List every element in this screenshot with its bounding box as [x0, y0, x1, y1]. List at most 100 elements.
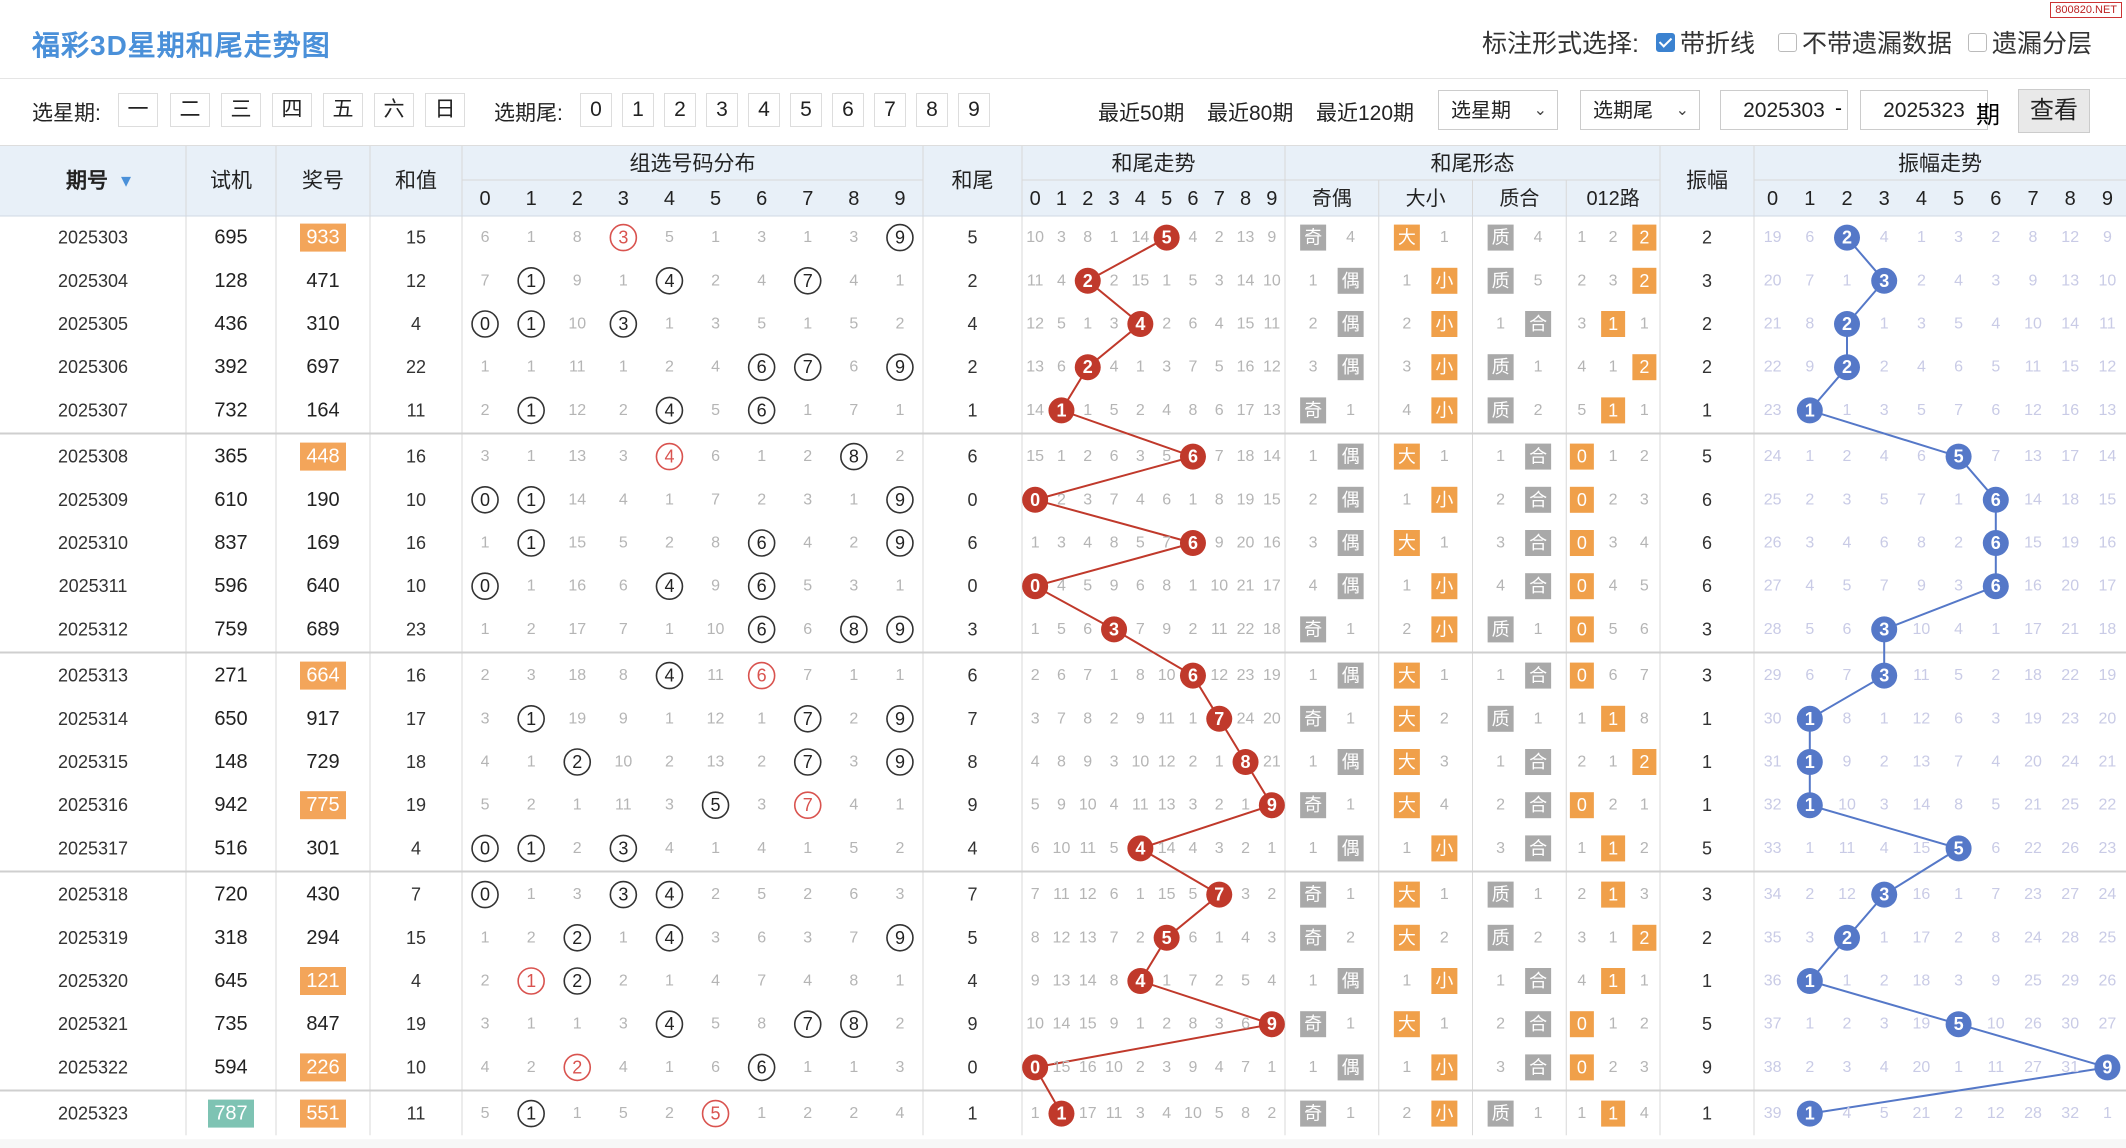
- weekday-button-2[interactable]: 二: [170, 93, 210, 127]
- distribution-cell: 4: [664, 666, 674, 686]
- page-header: 福彩3D星期和尾走势图 标注形式选择: 带折线 不带遗漏数据 遗漏分层: [0, 0, 2126, 79]
- tail-button-6[interactable]: 6: [832, 93, 864, 127]
- distribution-cell: 3: [711, 316, 720, 333]
- distribution-cell: 9: [895, 228, 905, 248]
- weekday-button-6[interactable]: 六: [374, 93, 414, 127]
- form-badge-label: 奇: [1304, 1104, 1322, 1124]
- weekday-button-5[interactable]: 五: [323, 93, 363, 127]
- weekday-button-4[interactable]: 四: [272, 93, 312, 127]
- amp-cell: 9: [1917, 578, 1926, 595]
- trend-cell: 6: [1057, 359, 1066, 376]
- distribution-ball: [471, 485, 499, 514]
- trend-cell: 13: [1263, 402, 1281, 419]
- tail-button-3[interactable]: 3: [706, 93, 738, 127]
- amp-cell: 16: [1913, 886, 1931, 903]
- trend-ball: [1074, 267, 1101, 294]
- trend-digit-header: 7: [1214, 188, 1225, 210]
- amp-cell: 21: [2099, 754, 2117, 771]
- trend-cell: 10: [1210, 578, 1228, 595]
- option-with-line[interactable]: 带折线: [1656, 24, 1755, 60]
- checkbox-with-line[interactable]: [1656, 32, 1675, 52]
- distribution-cell: 3: [618, 885, 628, 905]
- form-badge-label: 偶: [1342, 490, 1360, 510]
- form-badge: [1393, 662, 1420, 689]
- issue-header: 期号: [66, 170, 108, 193]
- tail-button-8[interactable]: 8: [916, 93, 948, 127]
- amp-ball: [1834, 354, 1860, 381]
- tail-button-5[interactable]: 5: [790, 93, 822, 127]
- amp-cell: 7: [1843, 667, 1852, 684]
- amp-cell: 35: [1764, 929, 1782, 946]
- weekday-button-7[interactable]: 日: [425, 93, 465, 127]
- form-badge: [1431, 573, 1458, 600]
- distribution-digit-header: 7: [802, 188, 813, 210]
- distribution-ball: [840, 615, 868, 644]
- amp-cell: 9: [2103, 229, 2112, 246]
- query-button[interactable]: 查看: [2018, 89, 2090, 133]
- distribution-cell: 2: [757, 491, 766, 508]
- tail-select[interactable]: 选期尾 ⌄: [1580, 90, 1700, 130]
- distribution-cell: 1: [895, 797, 904, 814]
- distribution-ball: [886, 704, 914, 733]
- recent-120-link[interactable]: 最近120期: [1316, 102, 1415, 125]
- tail-button-7[interactable]: 7: [874, 93, 906, 127]
- recent-80-link[interactable]: 最近80期: [1207, 102, 1294, 125]
- distribution-ball: [517, 310, 545, 338]
- amp-cell: 24: [2024, 929, 2042, 946]
- form-badge: [1525, 749, 1552, 775]
- tail-button-4[interactable]: 4: [748, 93, 780, 127]
- tail-button-1[interactable]: 1: [622, 93, 654, 127]
- amp-cell: 17: [2061, 448, 2079, 465]
- to-issue-input[interactable]: 2025323: [1860, 90, 1988, 130]
- distribution-ball: [517, 834, 545, 863]
- distribution-ball: [840, 1010, 868, 1039]
- form-badge: [1337, 530, 1364, 556]
- road-badge: [1569, 662, 1594, 689]
- form-badge: [1300, 616, 1327, 643]
- trend-cell: 12: [1210, 667, 1228, 684]
- trend-cell: 1: [1057, 448, 1066, 465]
- distribution-cell: 3: [757, 797, 766, 814]
- weekday-button-1[interactable]: 一: [118, 93, 158, 127]
- amp-ball: [1796, 749, 1823, 775]
- amp-ball: [1871, 881, 1898, 908]
- trend-cell: 9: [1031, 973, 1040, 990]
- amp-cell: 5: [1991, 797, 2000, 814]
- tail-value: 5: [967, 228, 977, 248]
- prize-highlight: [300, 791, 346, 820]
- option-miss-layer[interactable]: 遗漏分层: [1968, 24, 2092, 60]
- amp-cell: 25: [1764, 491, 1782, 508]
- amp-cell: 15: [2061, 359, 2079, 376]
- trend-cell: 18: [1237, 448, 1255, 465]
- distribution-cell: 4: [895, 1105, 904, 1122]
- weekday-select[interactable]: 选星期 ⌄: [1438, 90, 1558, 130]
- distribution-ball: [517, 485, 545, 514]
- option-no-miss-data[interactable]: 不带遗漏数据: [1778, 24, 1952, 60]
- tail-button-9[interactable]: 9: [958, 93, 990, 127]
- trend-cell: 5: [1136, 535, 1145, 552]
- tail-button-2[interactable]: 2: [664, 93, 696, 127]
- form-badge-label: 质: [1492, 228, 1510, 248]
- weekday-button-3[interactable]: 三: [221, 93, 261, 127]
- trend-cell: 2: [1162, 316, 1171, 333]
- road-cell: 2: [1577, 754, 1586, 771]
- checkbox-miss-layer[interactable]: [1968, 32, 1987, 52]
- form-badge-label: 大: [1398, 447, 1416, 467]
- road-badge-label: 0: [1577, 1014, 1587, 1034]
- amp-cell: 4: [1805, 578, 1814, 595]
- issue-number: 2025313: [58, 666, 128, 686]
- recent-50-link[interactable]: 最近50期: [1098, 102, 1185, 125]
- distribution-ball: [747, 529, 776, 557]
- distribution-cell: 2: [572, 1057, 582, 1077]
- road-cell: 2: [1640, 840, 1649, 857]
- tail-button-0[interactable]: 0: [580, 93, 612, 127]
- from-issue-input[interactable]: 2025303: [1720, 90, 1848, 130]
- trend-cell: 7: [1136, 621, 1145, 638]
- road-badge: [1569, 1054, 1594, 1081]
- checkbox-no-miss-data[interactable]: [1778, 32, 1797, 52]
- distribution-cell: 7: [849, 402, 858, 419]
- amp-cell: 9: [1843, 754, 1852, 771]
- trend-cell: 4: [1031, 754, 1040, 771]
- trend-cell: 12: [1026, 316, 1044, 333]
- distribution-cell: 4: [711, 973, 720, 990]
